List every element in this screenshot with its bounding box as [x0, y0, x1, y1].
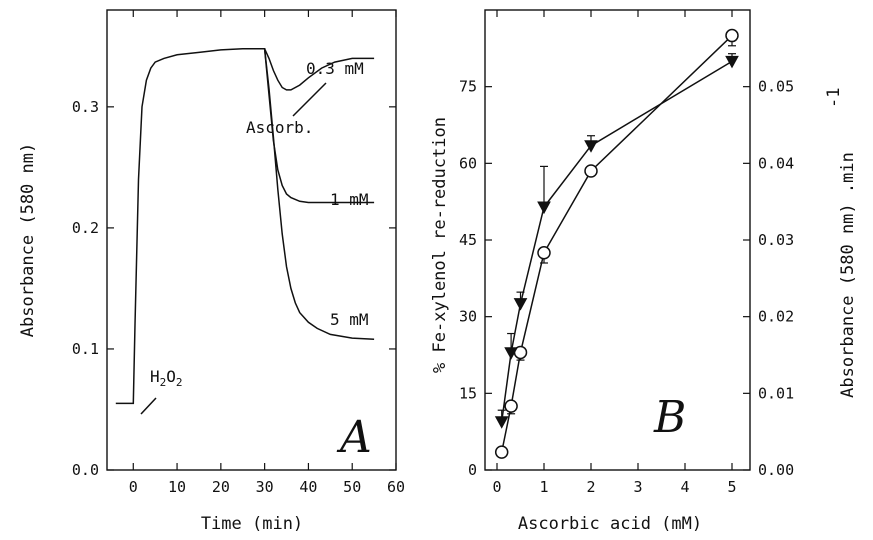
a-series-line-2: [260, 47, 375, 341]
panel-b-y2label: Absorbance (580 nm) .min: [838, 152, 858, 398]
b-point-circle: [537, 246, 551, 260]
panel-a-xlabel: Time (min): [201, 514, 303, 534]
b-point-circle: [725, 28, 739, 43]
b-series-line-0: [500, 35, 733, 453]
b-xtick-label: 3: [633, 478, 642, 496]
series-label-5mM: 5 mM: [330, 310, 369, 329]
b-point-circle: [504, 399, 518, 413]
b-xtick-label: 0: [492, 478, 501, 496]
b-point-triangle: [513, 298, 528, 311]
a-xtick-label: 40: [299, 478, 317, 496]
b-xtick-label: 4: [680, 478, 689, 496]
b-ytick-label: 60: [459, 154, 477, 172]
b-point-triangle: [725, 55, 739, 69]
panel-b: 0 1 2 3 4 5015304560750.000.010.020.030.040.0…: [430, 9, 858, 534]
b-point-triangle: [504, 347, 518, 360]
panel-a: 0 10 20 30 40 50 60 0.0 0.1 0.2 0.3 H2O2 Ascorb. 0…: [18, 9, 405, 534]
series-label-0-3mM: 0.3 mM: [306, 59, 364, 78]
b-y2tick-label: 0.05: [758, 78, 794, 96]
b-xtick-label: 5: [727, 478, 736, 496]
a-ytick-label: 0.0: [72, 461, 99, 479]
ascorb-annotation: Ascorb.: [246, 118, 313, 137]
series-label-1mM: 1 mM: [330, 190, 369, 209]
a-series-line-0: [115, 47, 375, 405]
panel-b-letter: B: [653, 392, 686, 443]
b-y2tick-label: 0.00: [758, 461, 794, 479]
b-y2tick-label: 0.02: [758, 308, 794, 326]
b-ytick-label: 30: [459, 308, 477, 326]
ascorb-arrow: [292, 82, 327, 117]
panel-b-y2label-exponent: -1: [824, 88, 844, 108]
b-ytick-label: 0: [468, 461, 477, 479]
b-xtick-label: 2: [586, 478, 595, 496]
b-y2tick-label: 0.04: [758, 154, 794, 172]
h2o2-arrow: [140, 397, 157, 415]
a-ytick-label: 0.2: [72, 219, 99, 237]
a-xtick-label: 10: [168, 478, 186, 496]
b-point-circle: [494, 445, 509, 459]
b-ytick-label: 15: [459, 384, 477, 402]
b-ytick-label: 45: [459, 231, 477, 249]
a-xtick-label: 30: [256, 478, 274, 496]
b-y2tick-label: 0.03: [758, 231, 794, 249]
a-xtick-label: 0: [129, 478, 138, 496]
b-series-line-1: [500, 60, 733, 422]
h2o2-annotation: H2O2: [150, 367, 183, 389]
panel-b-xlabel: Ascorbic acid (mM): [518, 514, 702, 534]
a-ytick-label: 0.3: [72, 98, 99, 116]
panel-b-ylabel: % Fe-xylenol re-reduction: [430, 117, 450, 373]
b-point-triangle: [537, 201, 551, 215]
b-y2tick-label: 0.01: [758, 384, 794, 402]
a-xtick-label: 50: [343, 478, 361, 496]
panel-a-letter: A: [336, 412, 372, 463]
b-point-circle: [584, 164, 598, 178]
b-point-triangle: [584, 140, 598, 153]
panel-a-ylabel: Absorbance (580 nm): [18, 143, 38, 337]
b-xtick-label: 1: [539, 478, 548, 496]
a-ytick-label: 0.1: [72, 340, 99, 358]
a-xtick-label: 20: [212, 478, 230, 496]
b-ytick-label: 75: [459, 78, 477, 96]
panel-b-frame: [484, 9, 751, 471]
a-xtick-label: 60: [387, 478, 405, 496]
panel-a-frame: [106, 9, 397, 471]
b-point-triangle: [494, 416, 509, 429]
